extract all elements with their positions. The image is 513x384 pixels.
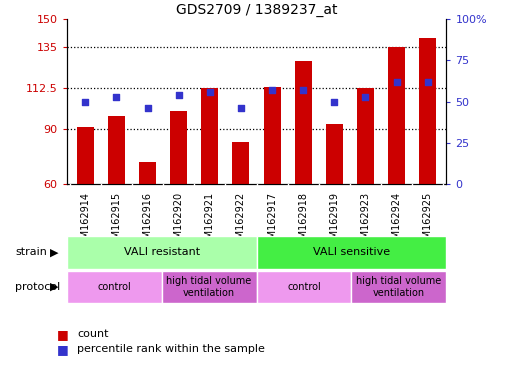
Bar (232, 142, 249, 184)
Text: GSM162921: GSM162921 (205, 192, 215, 251)
Text: percentile rank within the sample: percentile rank within the sample (77, 344, 265, 354)
Point (112, 94, 121, 100)
Point (206, 89, 214, 95)
Text: ▶: ▶ (50, 282, 58, 292)
Bar (139, 162, 156, 184)
Point (174, 92, 183, 98)
Text: GSM162918: GSM162918 (298, 192, 308, 251)
Bar (77, 127, 94, 184)
Bar (170, 111, 187, 184)
Point (392, 79, 401, 85)
Text: VALI resistant: VALI resistant (124, 247, 200, 258)
Text: control: control (287, 282, 321, 292)
Bar (351, 271, 446, 303)
Point (237, 105, 245, 111)
Bar (256, 271, 351, 303)
Text: GSM162917: GSM162917 (267, 192, 277, 251)
Bar (357, 88, 374, 184)
Bar (294, 61, 312, 184)
Bar (388, 47, 405, 184)
Point (424, 79, 432, 85)
Text: ■: ■ (56, 328, 68, 341)
Bar (201, 88, 219, 184)
Text: GSM162914: GSM162914 (81, 192, 90, 251)
Text: GSM162920: GSM162920 (174, 192, 184, 251)
Text: VALI sensitive: VALI sensitive (313, 247, 390, 258)
Point (330, 99, 339, 105)
Bar (162, 271, 256, 303)
Bar (67, 271, 162, 303)
Bar (108, 116, 125, 184)
Text: high tidal volume
ventilation: high tidal volume ventilation (356, 276, 442, 298)
Bar (419, 38, 436, 184)
Point (299, 87, 307, 93)
Text: ■: ■ (56, 343, 68, 356)
Bar (326, 124, 343, 184)
Title: GDS2709 / 1389237_at: GDS2709 / 1389237_at (176, 3, 337, 17)
Bar (256, 236, 446, 269)
Text: ▶: ▶ (50, 247, 58, 258)
Point (81, 99, 89, 105)
Text: GSM162916: GSM162916 (143, 192, 152, 251)
Point (144, 105, 152, 111)
Text: control: control (97, 282, 131, 292)
Text: GSM162923: GSM162923 (361, 192, 370, 251)
Point (361, 94, 369, 100)
Text: high tidal volume
ventilation: high tidal volume ventilation (166, 276, 252, 298)
Text: protocol: protocol (15, 282, 61, 292)
Bar (67, 236, 256, 269)
Point (268, 87, 276, 93)
Text: GSM162925: GSM162925 (423, 192, 432, 251)
Text: strain: strain (15, 247, 47, 258)
Text: count: count (77, 329, 108, 339)
Text: GSM162924: GSM162924 (391, 192, 402, 251)
Text: GSM162919: GSM162919 (329, 192, 339, 251)
Bar (264, 87, 281, 184)
Text: GSM162922: GSM162922 (236, 192, 246, 251)
Text: GSM162915: GSM162915 (111, 192, 122, 251)
